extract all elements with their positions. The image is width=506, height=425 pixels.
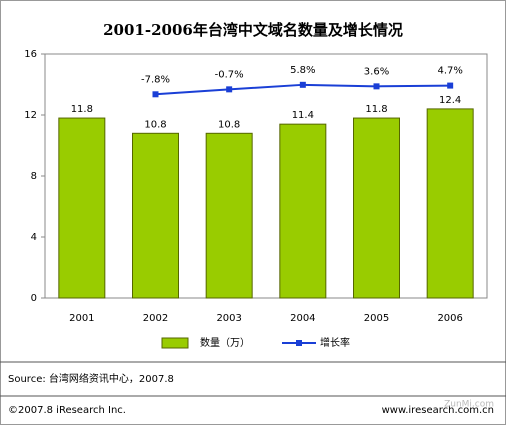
bar: [279, 123, 327, 299]
bar: [58, 117, 106, 299]
legend-swatch: [161, 337, 189, 349]
x-tick-label: 2006: [437, 313, 462, 324]
y-tick-label: 12: [24, 110, 37, 121]
legend-label: 数量（万）: [200, 336, 250, 349]
x-tick-label: 2003: [216, 313, 241, 324]
bar: [426, 108, 474, 299]
x-tick-label: 2002: [143, 313, 168, 324]
data-label: 11.8: [71, 104, 93, 115]
footer-left: ©2007.8 iResearch Inc.: [8, 405, 126, 416]
marker: [447, 82, 454, 89]
bar: [353, 117, 400, 299]
footer-right: www.iresearch.com.cn: [382, 405, 494, 416]
marker: [373, 83, 380, 90]
data-label: 4.7%: [437, 66, 462, 77]
legend-label: 增长率: [320, 336, 350, 349]
data-label: 10.8: [144, 119, 166, 130]
y-tick-label: 16: [24, 49, 37, 60]
plot-area: [44, 53, 488, 299]
data-label: 5.8%: [290, 65, 315, 76]
data-label: 12.4: [439, 95, 461, 106]
data-label: -0.7%: [215, 69, 244, 80]
x-tick-label: 2005: [364, 313, 389, 324]
marker: [152, 91, 159, 98]
chart-title: 2001-2006年台湾中文域名数量及增长情况: [103, 21, 403, 39]
data-label: 11.8: [365, 104, 387, 115]
data-label: 3.6%: [364, 66, 389, 77]
y-tick-label: 8: [31, 171, 37, 182]
data-label: 10.8: [218, 119, 240, 130]
y-tick-label: 0: [31, 293, 37, 304]
bar: [132, 132, 179, 299]
watermark: ZunMi.com: [444, 400, 494, 410]
x-tick-label: 2001: [69, 313, 94, 324]
source: Source: 台湾网络资讯中心，2007.8: [8, 372, 174, 385]
marker: [299, 81, 306, 88]
x-tick-label: 2004: [290, 313, 315, 324]
data-label: -7.8%: [141, 74, 170, 85]
legend-swatch: [296, 340, 302, 346]
y-tick-label: 4: [31, 232, 37, 243]
bar: [205, 132, 253, 299]
data-label: 11.4: [292, 110, 314, 121]
marker: [226, 86, 233, 93]
